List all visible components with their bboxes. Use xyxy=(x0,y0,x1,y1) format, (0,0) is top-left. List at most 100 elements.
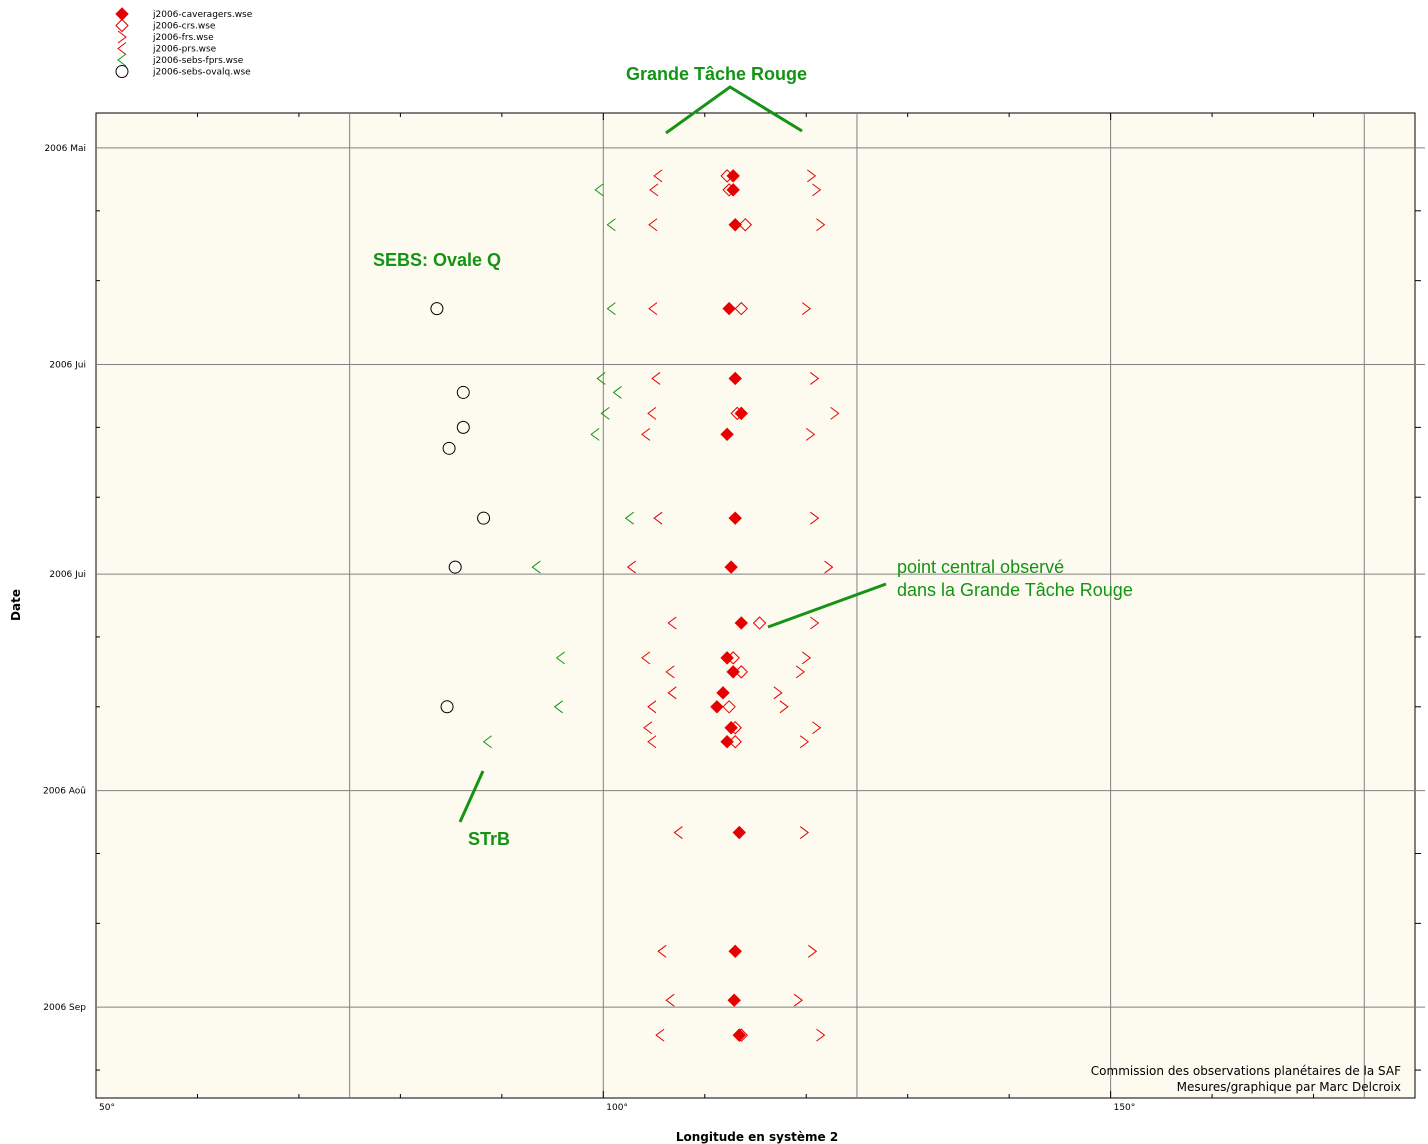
data-point xyxy=(728,371,742,386)
data-point xyxy=(720,735,734,749)
y-tick-label: 2006 Jui xyxy=(49,360,86,370)
data-point xyxy=(816,1028,826,1042)
legend-marker xyxy=(115,7,129,21)
data-point xyxy=(647,406,657,420)
annotation-pointer-strb xyxy=(458,770,485,823)
data-point xyxy=(793,993,803,1007)
data-point xyxy=(648,218,658,232)
data-point xyxy=(653,169,663,183)
data-point xyxy=(641,427,651,441)
legend-marker xyxy=(117,42,127,55)
annotations: Grande Tâche Rouge SEBS: Ovale Q point cen… xyxy=(373,64,1133,849)
data-point xyxy=(596,372,606,385)
annotation-ovale-q: SEBS: Ovale Q xyxy=(373,250,501,270)
data-point xyxy=(600,406,610,420)
data-point xyxy=(812,721,822,735)
annotation-strb: STrB xyxy=(468,829,510,849)
data-point xyxy=(773,686,783,700)
legend-marker xyxy=(115,18,129,33)
data-point xyxy=(808,944,818,958)
data-point xyxy=(442,441,456,455)
data-point xyxy=(810,616,820,630)
data-point xyxy=(555,651,565,665)
data-point xyxy=(667,616,677,630)
y-tick-label: 2006 Sep xyxy=(43,1003,86,1013)
data-point xyxy=(665,665,675,679)
data-point xyxy=(653,511,663,525)
data-point xyxy=(810,511,820,525)
data-point xyxy=(724,560,738,574)
data-point xyxy=(477,511,491,525)
data-point xyxy=(456,420,470,434)
data-point xyxy=(647,700,657,714)
y-axis-title: Date xyxy=(9,589,23,621)
data-point xyxy=(482,735,492,749)
data-point xyxy=(728,218,742,232)
x-tick-label: 100° xyxy=(606,1103,628,1113)
data-point xyxy=(722,700,736,714)
data-point xyxy=(448,560,462,574)
data-point xyxy=(626,560,637,574)
data-point xyxy=(732,1028,746,1042)
data-point xyxy=(606,218,616,232)
y-tick-label: 2006 Mai xyxy=(44,144,86,154)
annotation-pointer-central xyxy=(767,582,887,629)
credit-line-2: Mesures/graphique par Marc Delcroix xyxy=(1177,1080,1401,1094)
data-point xyxy=(726,169,740,183)
legend-label: j2006-prs.wse xyxy=(152,45,217,55)
data-point xyxy=(726,665,740,679)
data-point xyxy=(594,183,604,197)
data-point xyxy=(824,560,834,574)
data-point xyxy=(726,183,740,197)
x-axis-title: Longitude en système 2 xyxy=(676,1130,838,1144)
legend: j2006-caveragers.wse j2006-crs.wsej2006-f… xyxy=(115,7,253,78)
data-point xyxy=(665,993,675,1007)
data-point xyxy=(722,301,736,316)
data-point xyxy=(728,511,742,525)
x-tick-label: 150° xyxy=(1114,1103,1136,1113)
data-point xyxy=(816,218,826,232)
data-point xyxy=(779,700,789,714)
data-point xyxy=(738,218,753,232)
data-point xyxy=(799,826,810,839)
data-point xyxy=(716,686,730,700)
annotation-grande-tache-rouge: Grande Tâche Rouge xyxy=(626,64,807,84)
data-marks xyxy=(430,169,840,1042)
data-point xyxy=(430,302,444,316)
y-tick-label: 2006 Aoû xyxy=(43,787,86,797)
credit-line-1: Commission des observations planétaires … xyxy=(1091,1064,1401,1078)
data-point xyxy=(752,616,767,630)
grid xyxy=(96,113,1425,1098)
legend-marker xyxy=(115,65,129,78)
plot-area xyxy=(95,112,1416,1099)
legend-marker xyxy=(117,30,127,44)
legend-label: j2006-sebs-fprs.wse xyxy=(152,56,244,66)
data-point xyxy=(812,183,822,197)
data-point xyxy=(657,944,667,958)
data-point xyxy=(830,406,840,420)
data-point xyxy=(643,721,653,735)
data-point xyxy=(795,665,805,679)
data-point xyxy=(810,372,820,385)
data-point xyxy=(590,427,600,441)
data-point xyxy=(553,700,563,714)
data-point xyxy=(734,301,749,316)
data-point xyxy=(651,372,661,385)
data-point xyxy=(440,700,454,714)
data-point xyxy=(734,406,749,421)
legend-label: j2006-sebs-ovalq.wse xyxy=(152,68,251,78)
data-point xyxy=(728,944,742,959)
data-point xyxy=(456,385,470,399)
legend-label: j2006-crs.wse xyxy=(152,22,216,32)
y-tick-label: 2006 Jui xyxy=(49,570,86,580)
legend-label: j2006-frs.wse xyxy=(152,33,214,43)
data-point xyxy=(648,302,658,316)
annotation-point-central-line2: dans la Grande Tâche Rouge xyxy=(897,580,1133,600)
legend-marker xyxy=(117,53,127,67)
data-point xyxy=(801,302,812,316)
data-point xyxy=(655,1028,665,1042)
data-point xyxy=(727,993,741,1007)
data-point xyxy=(647,735,657,749)
data-point xyxy=(732,825,746,840)
